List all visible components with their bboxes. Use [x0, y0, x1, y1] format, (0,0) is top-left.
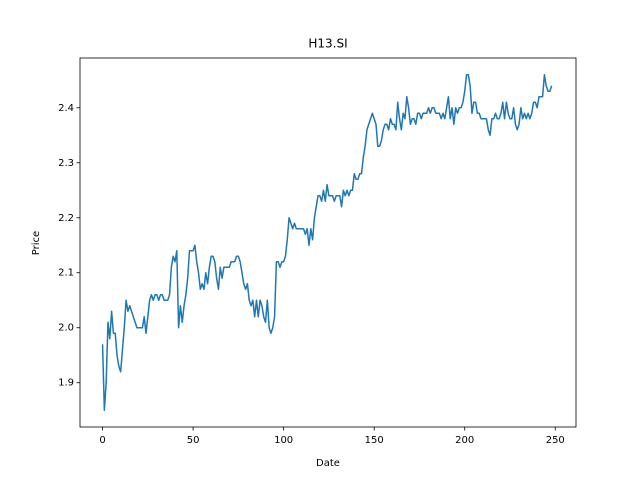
x-axis-label: Date: [316, 458, 340, 469]
y-tick-label: 2.3: [58, 158, 74, 169]
x-tick-label: 0: [99, 435, 105, 446]
price-line: [101, 74, 553, 411]
x-tick-label: 200: [455, 435, 474, 446]
y-axis-label: Price: [31, 231, 42, 255]
y-tick-label: 2.4: [58, 103, 74, 114]
axes-frame: [79, 57, 577, 428]
chart-title: H13.SI: [308, 37, 347, 51]
x-tick-label: 150: [365, 435, 384, 446]
x-tick-label: 250: [546, 435, 565, 446]
y-tick-label: 2.1: [58, 268, 74, 279]
y-tick-label: 1.9: [58, 378, 74, 389]
y-tick-label: 2.0: [58, 323, 74, 334]
x-tick-label: 100: [274, 435, 293, 446]
y-tick-label: 2.2: [58, 213, 74, 224]
x-tick-label: 50: [187, 435, 200, 446]
